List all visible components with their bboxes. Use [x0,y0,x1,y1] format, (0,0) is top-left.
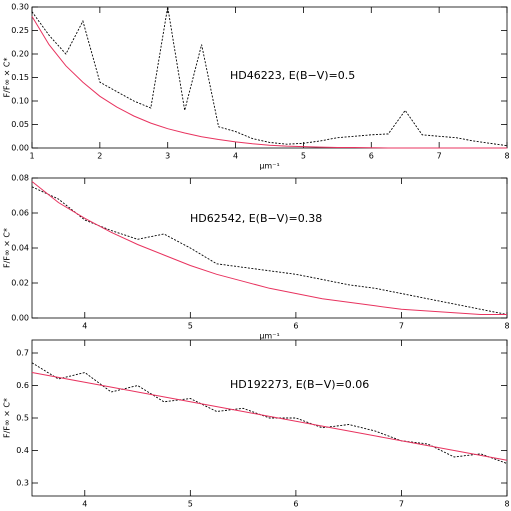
x-axis-label: μm⁻¹ [259,162,279,171]
y-axis-label: F/F∞ × C* [3,58,12,98]
x-tick-label: 7 [399,322,404,331]
plot-frame [31,177,508,319]
x-tick-label: 5 [301,152,306,161]
y-tick-label: 0.08 [11,174,29,183]
x-tick-label: 5 [188,322,193,331]
y-tick-label: 0.3 [16,479,29,488]
y-tick-label: 0.04 [11,244,29,253]
series-line [31,362,508,464]
series-line [31,372,508,461]
y-tick-label: 0.7 [16,349,29,358]
x-tick-label: 4 [233,152,238,161]
x-tick-label: 2 [97,152,102,161]
y-tick-label: 0.00 [11,314,29,323]
x-tick-label: 7 [437,152,442,161]
y-tick-label: 0.6 [16,381,29,390]
y-axis-label: F/F∞ × C* [3,398,12,438]
x-tick-label: 5 [188,500,193,509]
series-line [31,16,507,149]
annotation: HD46223, E(B−V)=0.5 [230,69,355,82]
y-tick-label: 0.00 [11,144,29,153]
x-tick-label: 6 [293,322,298,331]
y-tick-label: 0.5 [16,414,29,423]
x-tick-label: 3 [165,152,170,161]
x-axis-label: μm⁻¹ [259,510,279,511]
x-tick-label: 8 [504,322,509,331]
y-tick-label: 0.20 [11,50,29,59]
x-axis-label: μm⁻¹ [259,332,279,341]
x-tick-label: 8 [504,152,509,161]
x-tick-label: 8 [504,500,509,509]
x-tick-label: 1 [29,152,34,161]
x-tick-label: 6 [369,152,374,161]
annotation: HD192273, E(B−V)=0.06 [230,378,369,391]
series-line [31,186,508,315]
x-tick-label: 4 [82,322,87,331]
y-tick-label: 0.06 [11,209,29,218]
y-tick-label: 0.02 [11,279,29,288]
series-line [31,181,507,315]
x-tick-label: 4 [82,500,87,509]
y-tick-label: 0.05 [11,120,29,129]
x-tick-label: 6 [293,500,298,509]
y-tick-label: 0.30 [11,3,29,12]
y-tick-label: 0.25 [11,26,29,35]
y-tick-label: 0.15 [11,73,29,82]
annotation: HD62542, E(B−V)=0.38 [190,212,322,225]
y-tick-label: 0.4 [16,446,29,455]
y-tick-label: 0.10 [11,97,29,106]
y-axis-label: F/F∞ × C* [3,228,12,268]
series-line [31,6,508,147]
x-tick-label: 7 [399,500,404,509]
